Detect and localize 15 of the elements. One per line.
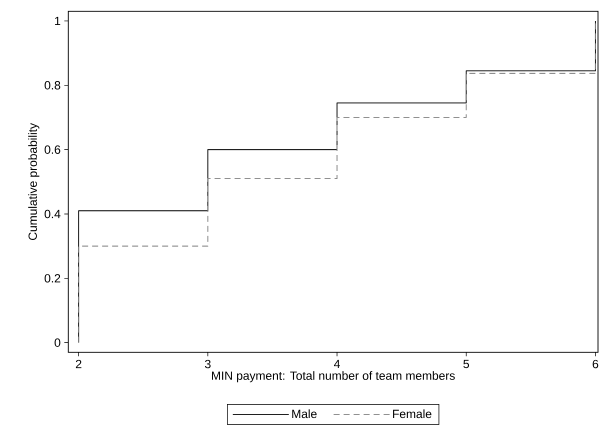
y-tick-label: 0.4 bbox=[44, 210, 60, 218]
y-axis-title: Cumulative probability bbox=[28, 123, 40, 240]
legend-label: Female bbox=[393, 409, 432, 418]
x-tick-label: 6 bbox=[592, 360, 598, 368]
x-tick-label: 2 bbox=[76, 360, 82, 368]
x-tick-label: 4 bbox=[334, 360, 340, 368]
x-tick-label: 3 bbox=[204, 360, 211, 368]
y-tick-label: 0.2 bbox=[44, 274, 60, 283]
y-tick-label: 1 bbox=[55, 16, 60, 26]
y-tick-label: 0.6 bbox=[44, 145, 60, 154]
y-tick-label: 0 bbox=[54, 338, 60, 347]
legend-label: Male bbox=[292, 409, 317, 418]
y-tick-label: 0.8 bbox=[44, 81, 60, 90]
x-tick-label: 5 bbox=[463, 360, 470, 368]
x-axis-title: MIN payment: Total number of team members bbox=[212, 371, 455, 382]
